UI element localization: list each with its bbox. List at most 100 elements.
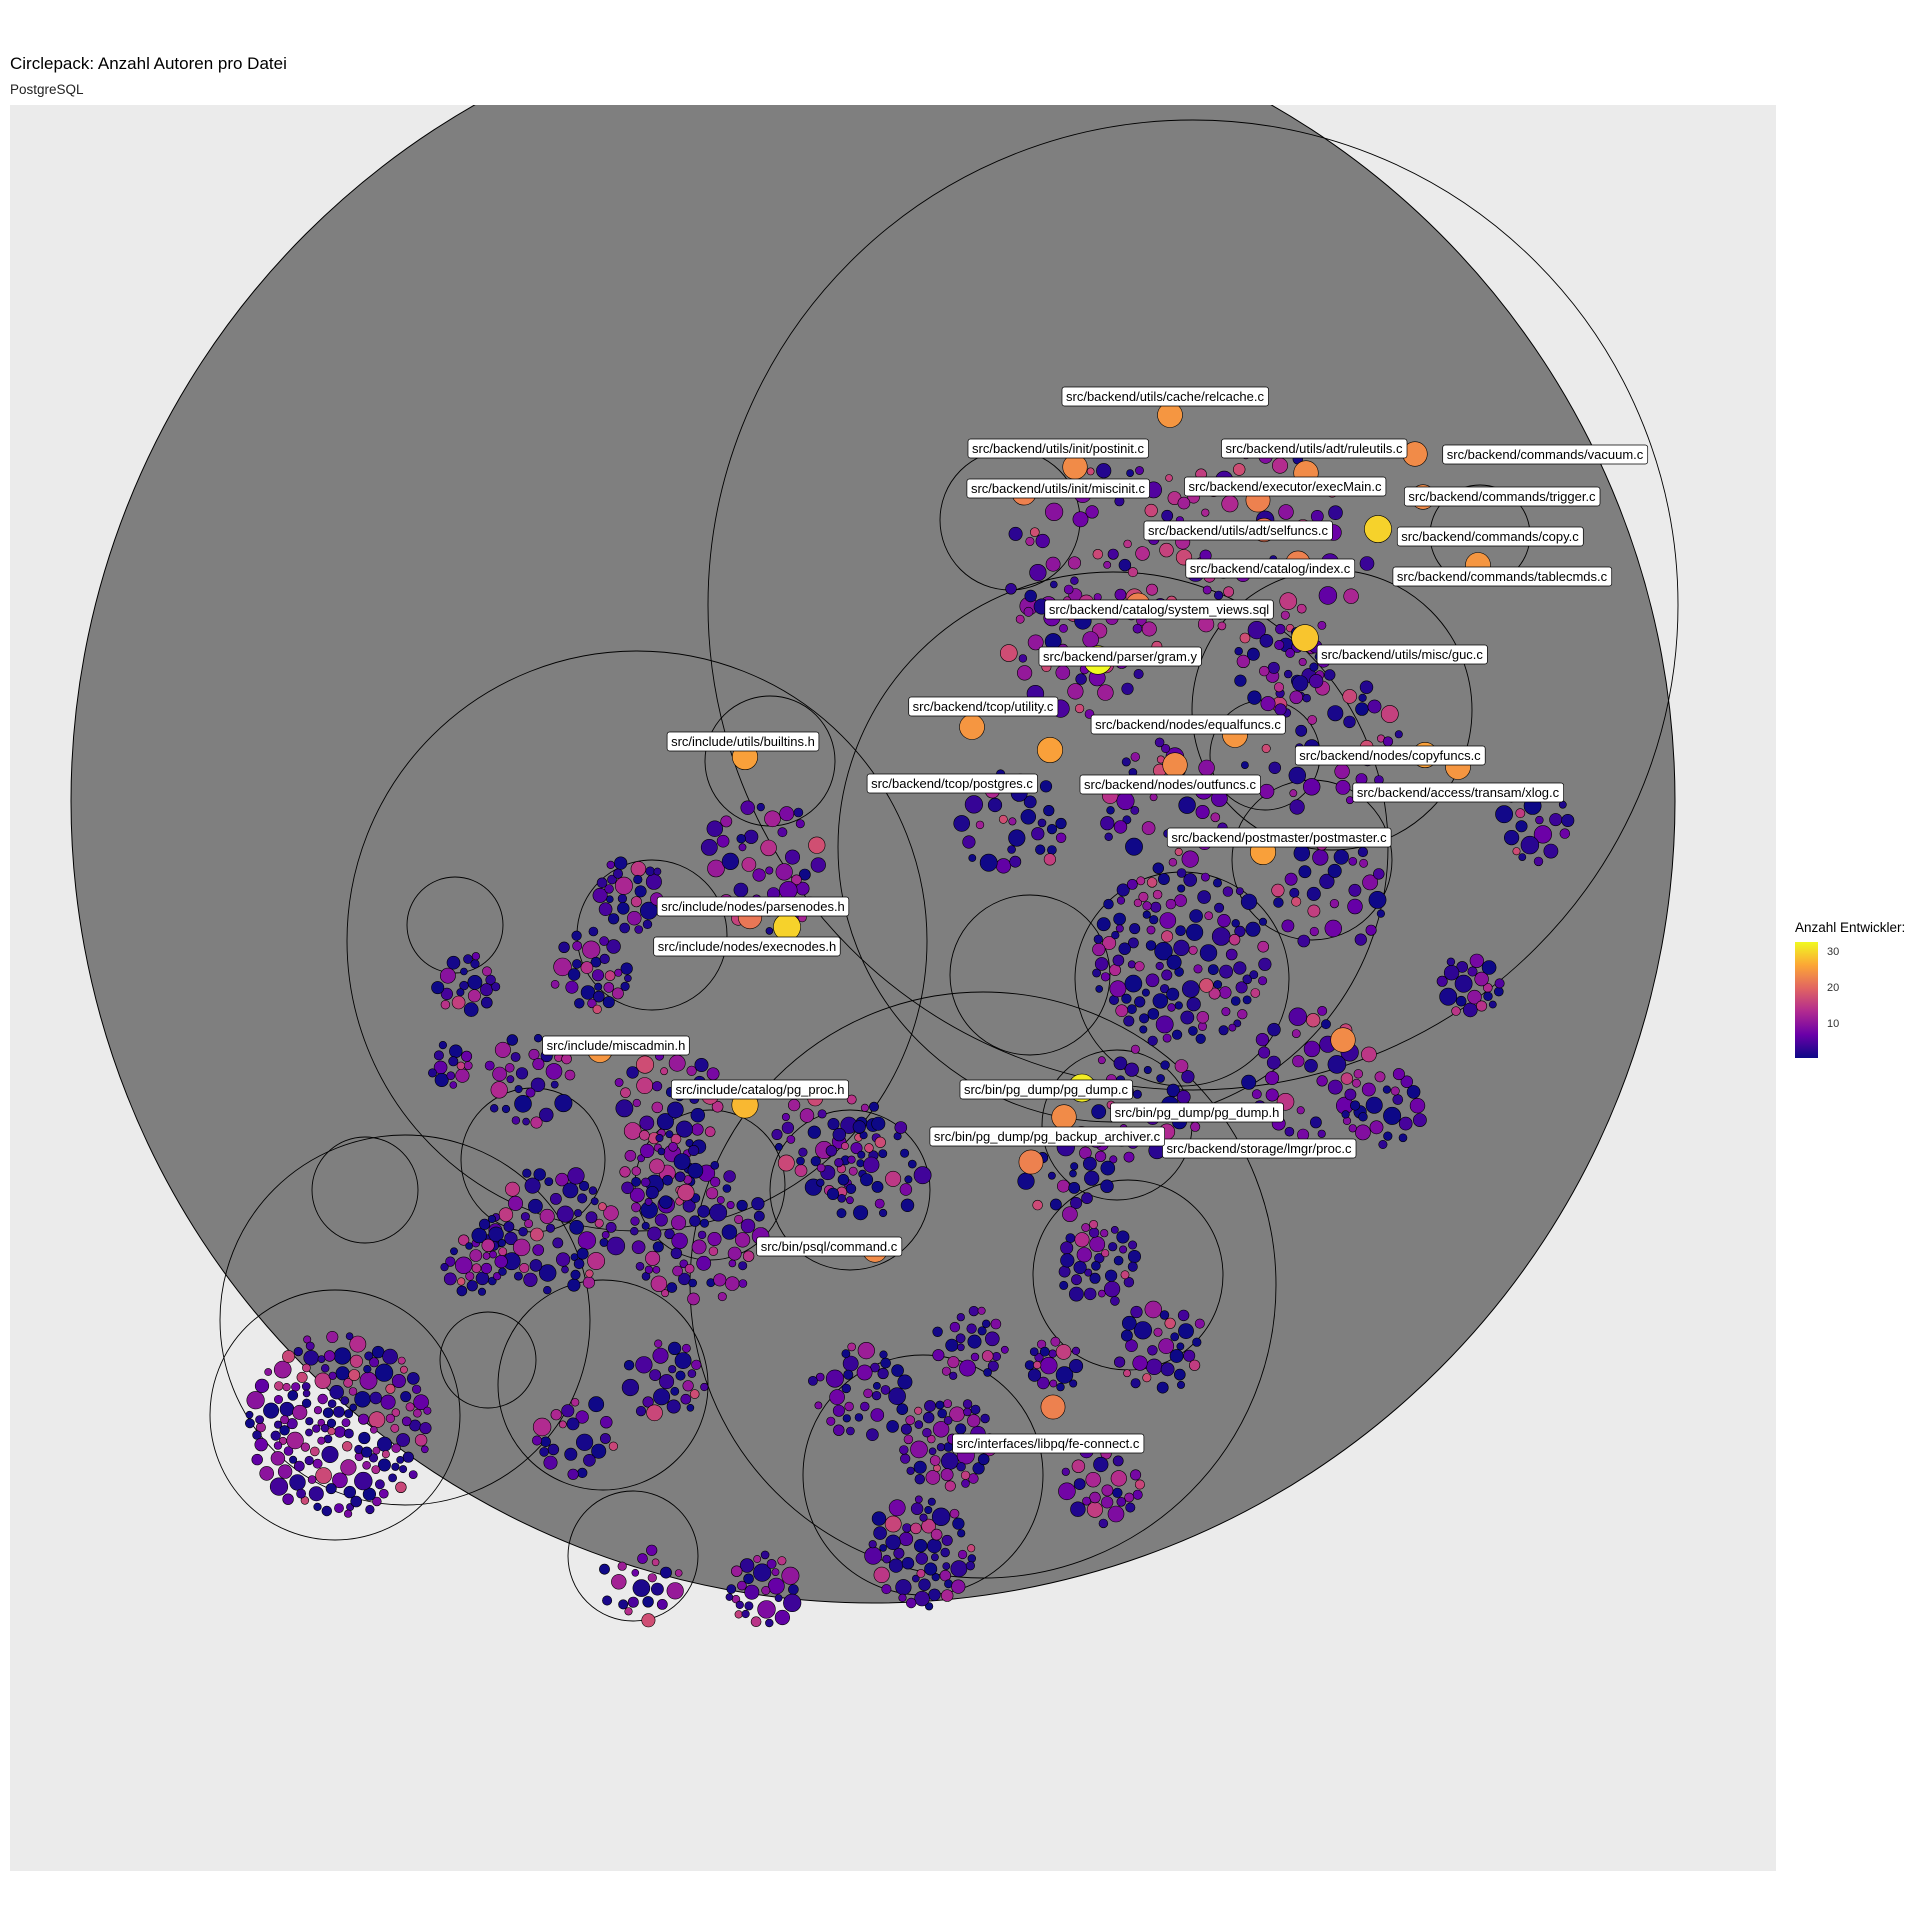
- file-circle: [630, 861, 647, 877]
- file-label-text: src/backend/access/transam/xlog.c: [1357, 785, 1560, 800]
- file-circle: [777, 1154, 795, 1172]
- file-circle: [955, 1423, 967, 1435]
- file-circle: [1142, 1373, 1152, 1383]
- file-circle: [1050, 580, 1058, 589]
- file-circle: [588, 926, 599, 937]
- file-circle: [1146, 877, 1158, 888]
- file-circle: [914, 1406, 923, 1415]
- file-circle: [924, 1602, 934, 1611]
- file-circle: [886, 1420, 899, 1433]
- file-circle: [1118, 942, 1131, 955]
- file-circle: [1161, 743, 1171, 753]
- file-circle: [900, 1148, 910, 1158]
- file-circle: [1055, 1344, 1072, 1360]
- file-label-text: src/backend/executor/execMain.c: [1189, 479, 1382, 494]
- file-circle: [329, 1384, 344, 1400]
- file-circle: [914, 1473, 925, 1485]
- directory-circle: [439, 1311, 537, 1409]
- file-circle: [1533, 856, 1544, 867]
- file-circle: [1127, 960, 1136, 969]
- file-circle: [467, 989, 481, 1003]
- file-circle: [1098, 1289, 1106, 1298]
- file-circle: [582, 1276, 595, 1289]
- file-circle: [1362, 874, 1378, 891]
- file-circle: [1098, 1518, 1109, 1529]
- file-circle: [343, 1485, 356, 1499]
- file-circle: [1073, 1478, 1086, 1490]
- file-circle: [1055, 665, 1071, 680]
- file-circle: [612, 868, 623, 879]
- file-circle: [783, 1593, 802, 1612]
- file-circle: [1196, 1011, 1210, 1024]
- file-circle: [321, 1446, 339, 1464]
- file-circle: [784, 849, 800, 865]
- file-circle: [1071, 1459, 1086, 1473]
- file-circle: [1159, 984, 1170, 994]
- file-circle: [1133, 668, 1144, 679]
- file-circle: [269, 1477, 289, 1496]
- file-circle: [1237, 1009, 1248, 1020]
- file-circle: [642, 919, 653, 929]
- file-circle: [1135, 466, 1144, 475]
- file-circle: [450, 1247, 458, 1256]
- file-circle: [1110, 1296, 1120, 1306]
- file-circle: [1044, 502, 1064, 522]
- file-circle: [545, 1223, 555, 1233]
- file-circle: [1125, 1339, 1138, 1352]
- file-circle: [682, 1380, 694, 1392]
- file-circle: [940, 1468, 954, 1482]
- file-label-box: [1184, 476, 1387, 497]
- legend-title: Anzahl Entwickler:: [1795, 920, 1906, 935]
- file-circle: [457, 1277, 466, 1286]
- file-circle: [827, 1117, 840, 1130]
- file-circle-labeled: [1018, 1149, 1044, 1175]
- file-circle: [1171, 1029, 1183, 1040]
- file-circle: [1147, 1008, 1160, 1020]
- file-circle: [490, 1081, 508, 1099]
- file-circle: [1123, 1015, 1135, 1027]
- file-label-text: src/include/utils/builtins.h: [671, 734, 815, 749]
- file-circle: [1207, 964, 1219, 975]
- file-circle: [682, 1343, 691, 1353]
- file-circle: [588, 1396, 605, 1413]
- file-circle: [1100, 816, 1115, 831]
- file-circle: [565, 980, 579, 994]
- file-circle: [913, 1538, 928, 1553]
- file-circle: [621, 1181, 634, 1195]
- file-label-box: [952, 1433, 1145, 1454]
- file-circle: [837, 1173, 850, 1186]
- file-circle: [1096, 917, 1111, 932]
- file-circle: [1130, 752, 1141, 762]
- file-circle: [1100, 972, 1111, 982]
- file-label: src/backend/utils/init/miscinit.c: [966, 478, 1150, 499]
- file-circle: [856, 1364, 873, 1381]
- file-circle: [1234, 925, 1246, 938]
- file-circle: [1365, 924, 1377, 936]
- file-circle: [1259, 917, 1268, 926]
- file-circle: [1467, 989, 1482, 1005]
- file-circle: [317, 1418, 326, 1427]
- file-circle: [480, 983, 493, 997]
- file-circle: [561, 1404, 575, 1418]
- file-circle: [673, 1153, 691, 1171]
- file-circle: [273, 1395, 283, 1405]
- file-circle: [332, 1472, 348, 1489]
- file-circle: [942, 1562, 951, 1570]
- file-circle: [349, 1354, 363, 1368]
- file-circle: [1095, 985, 1103, 993]
- file-circle: [381, 1450, 390, 1459]
- file-circle: [1400, 1075, 1414, 1088]
- file-circle: [357, 1413, 369, 1425]
- file-circle: [659, 1195, 673, 1209]
- file-circle: [328, 1371, 337, 1380]
- file-circle: [634, 885, 647, 898]
- file-circle: [744, 1601, 754, 1611]
- file-circle: [1217, 621, 1227, 631]
- file-circle: [1476, 1000, 1488, 1012]
- file-circle: [1198, 759, 1215, 777]
- file-circle: [1055, 832, 1067, 843]
- file-circle: [1293, 844, 1311, 862]
- legend-tick-label: 10: [1827, 1018, 1840, 1031]
- file-label: src/backend/access/transam/xlog.c: [1352, 782, 1564, 803]
- directory-circle: [497, 1279, 709, 1491]
